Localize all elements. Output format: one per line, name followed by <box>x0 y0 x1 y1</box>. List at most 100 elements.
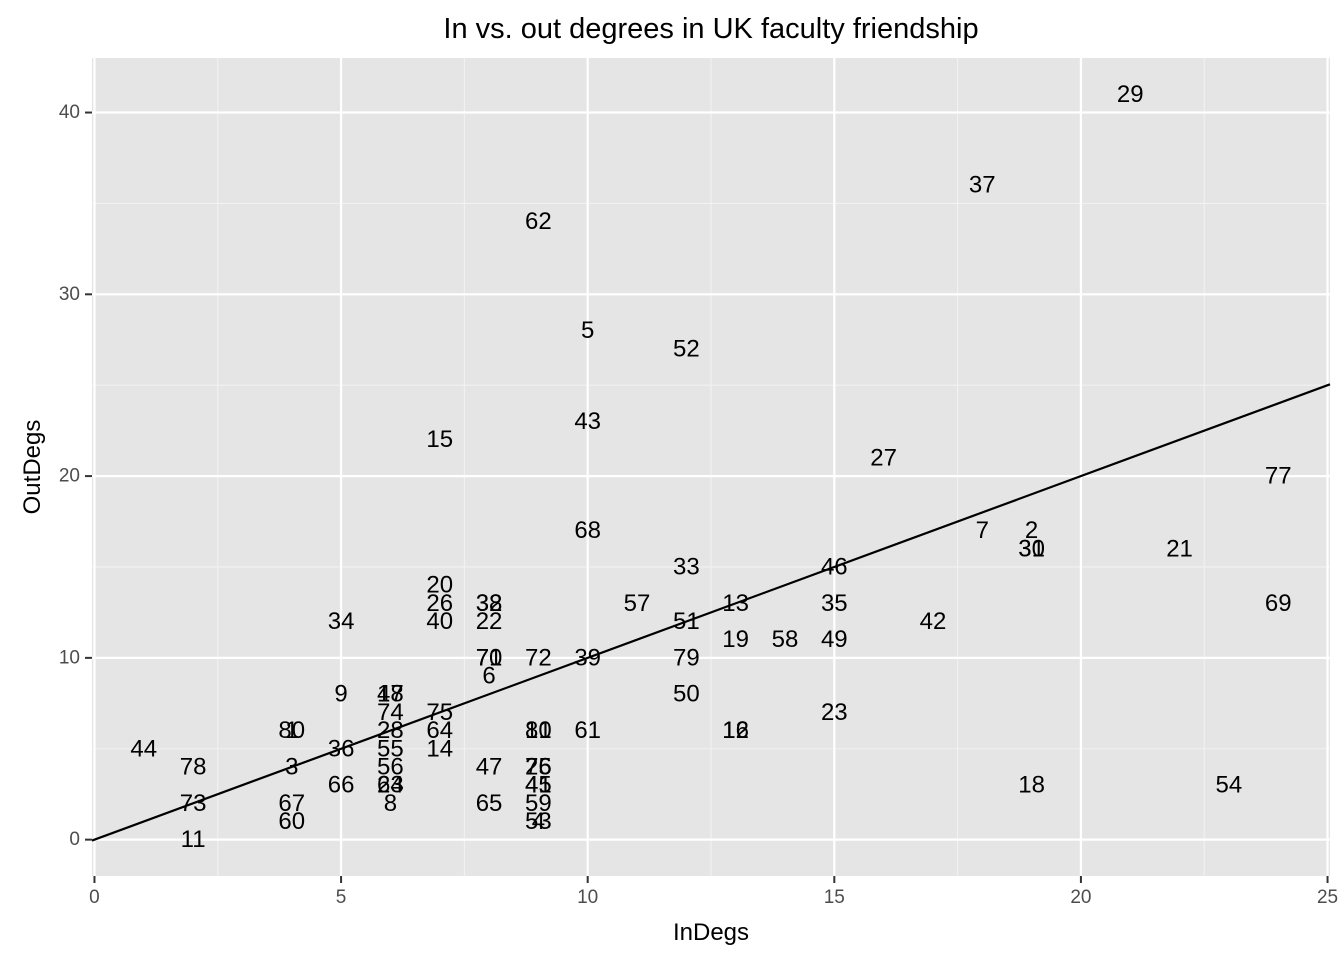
point-label: 49 <box>821 626 848 653</box>
point-label: 48 <box>377 681 404 708</box>
x-tick-label: 25 <box>1317 887 1338 908</box>
point-label: 3 <box>285 753 298 780</box>
point-label: 79 <box>673 644 700 671</box>
point-label: 74 <box>377 699 404 726</box>
x-axis: 0 5 10 15 20 25 <box>89 876 1338 908</box>
point-label: 21 <box>1166 535 1193 562</box>
chart-title: In vs. out degrees in UK faculty friends… <box>443 13 978 45</box>
y-tick-label: 30 <box>59 284 80 305</box>
y-tick-label: 40 <box>59 102 80 123</box>
point-label: 12 <box>722 717 749 744</box>
y-tick-label: 0 <box>69 829 80 850</box>
point-label: 50 <box>673 681 700 708</box>
point-label: 81 <box>525 717 552 744</box>
point-label: 37 <box>969 172 996 199</box>
point-label: 34 <box>328 608 355 635</box>
point-label: 56 <box>377 753 404 780</box>
point-label: 4 <box>532 808 545 835</box>
point-label: 78 <box>180 753 207 780</box>
point-label: 59 <box>525 790 552 817</box>
point-label: 70 <box>476 644 503 671</box>
y-tick-label: 20 <box>59 466 80 487</box>
point-label: 77 <box>1265 463 1292 490</box>
point-label: 5 <box>581 317 594 344</box>
point-label: 7 <box>976 517 989 544</box>
point-label: 71 <box>476 644 503 671</box>
point-label: 16 <box>722 717 749 744</box>
point-label: 42 <box>920 608 947 635</box>
point-label: 66 <box>328 772 355 799</box>
point-label: 20 <box>426 572 453 599</box>
point-label: 6 <box>482 663 495 690</box>
point-label: 24 <box>377 772 404 799</box>
point-label: 75 <box>426 699 453 726</box>
point-label: 26 <box>426 590 453 617</box>
point-label: 51 <box>673 608 700 635</box>
x-tick-label: 15 <box>824 887 845 908</box>
point-label: 69 <box>1265 590 1292 617</box>
point-label: 31 <box>1018 535 1045 562</box>
point-label: 25 <box>525 753 552 780</box>
major-gridlines <box>92 58 1330 876</box>
point-label: 28 <box>377 717 404 744</box>
point-label: 40 <box>426 608 453 635</box>
point-label: 15 <box>426 426 453 453</box>
point-label: 45 <box>525 772 552 799</box>
y-tick-label: 10 <box>59 647 80 668</box>
point-label: 18 <box>1018 772 1045 799</box>
point-label: 29 <box>1117 81 1144 108</box>
point-label: 33 <box>673 553 700 580</box>
reference-line-y-equals-x <box>91 383 1331 842</box>
x-tick-label: 10 <box>577 887 598 908</box>
point-label: 27 <box>870 444 897 471</box>
point-label: 14 <box>426 735 453 762</box>
point-label: 39 <box>574 644 601 671</box>
point-label: 9 <box>334 681 347 708</box>
point-label: 55 <box>377 735 404 762</box>
point-label: 54 <box>1216 772 1243 799</box>
point-label: 80 <box>278 717 305 744</box>
point-label: 43 <box>574 408 601 435</box>
x-tick-label: 20 <box>1070 887 1091 908</box>
x-tick-label: 5 <box>336 887 347 908</box>
point-label: 1 <box>285 717 298 744</box>
point-label: 32 <box>476 590 503 617</box>
point-label: 2 <box>1025 517 1038 544</box>
point-label: 64 <box>426 717 453 744</box>
point-label: 47 <box>476 753 503 780</box>
point-label: 10 <box>525 717 552 744</box>
point-label: 52 <box>673 335 700 362</box>
point-label: 65 <box>476 790 503 817</box>
y-axis-title: OutDegs <box>19 420 46 515</box>
point-label: 46 <box>821 553 848 580</box>
point-label: 76 <box>525 753 552 780</box>
point-label: 44 <box>130 735 157 762</box>
x-axis-title: InDegs <box>673 919 749 946</box>
point-label: 58 <box>772 626 799 653</box>
point-label: 13 <box>722 590 749 617</box>
minor-gridlines <box>92 58 1330 876</box>
x-tick-label: 0 <box>89 887 100 908</box>
point-label: 38 <box>476 590 503 617</box>
point-label: 67 <box>278 790 305 817</box>
point-label: 61 <box>574 717 601 744</box>
point-label: 68 <box>574 517 601 544</box>
point-label: 62 <box>525 208 552 235</box>
point-label: 60 <box>278 808 305 835</box>
point-label: 22 <box>476 608 503 635</box>
point-label: 17 <box>377 681 404 708</box>
point-label: 57 <box>624 590 651 617</box>
point-label: 8 <box>384 790 397 817</box>
point-label: 72 <box>525 644 552 671</box>
point-label: 36 <box>328 735 355 762</box>
point-label: 41 <box>525 772 552 799</box>
point-label: 53 <box>525 808 552 835</box>
point-label: 63 <box>377 772 404 799</box>
point-label: 11 <box>181 826 206 853</box>
point-label: 73 <box>180 790 207 817</box>
point-label: 23 <box>821 699 848 726</box>
point-label: 30 <box>1018 535 1045 562</box>
point-label: 19 <box>722 626 749 653</box>
